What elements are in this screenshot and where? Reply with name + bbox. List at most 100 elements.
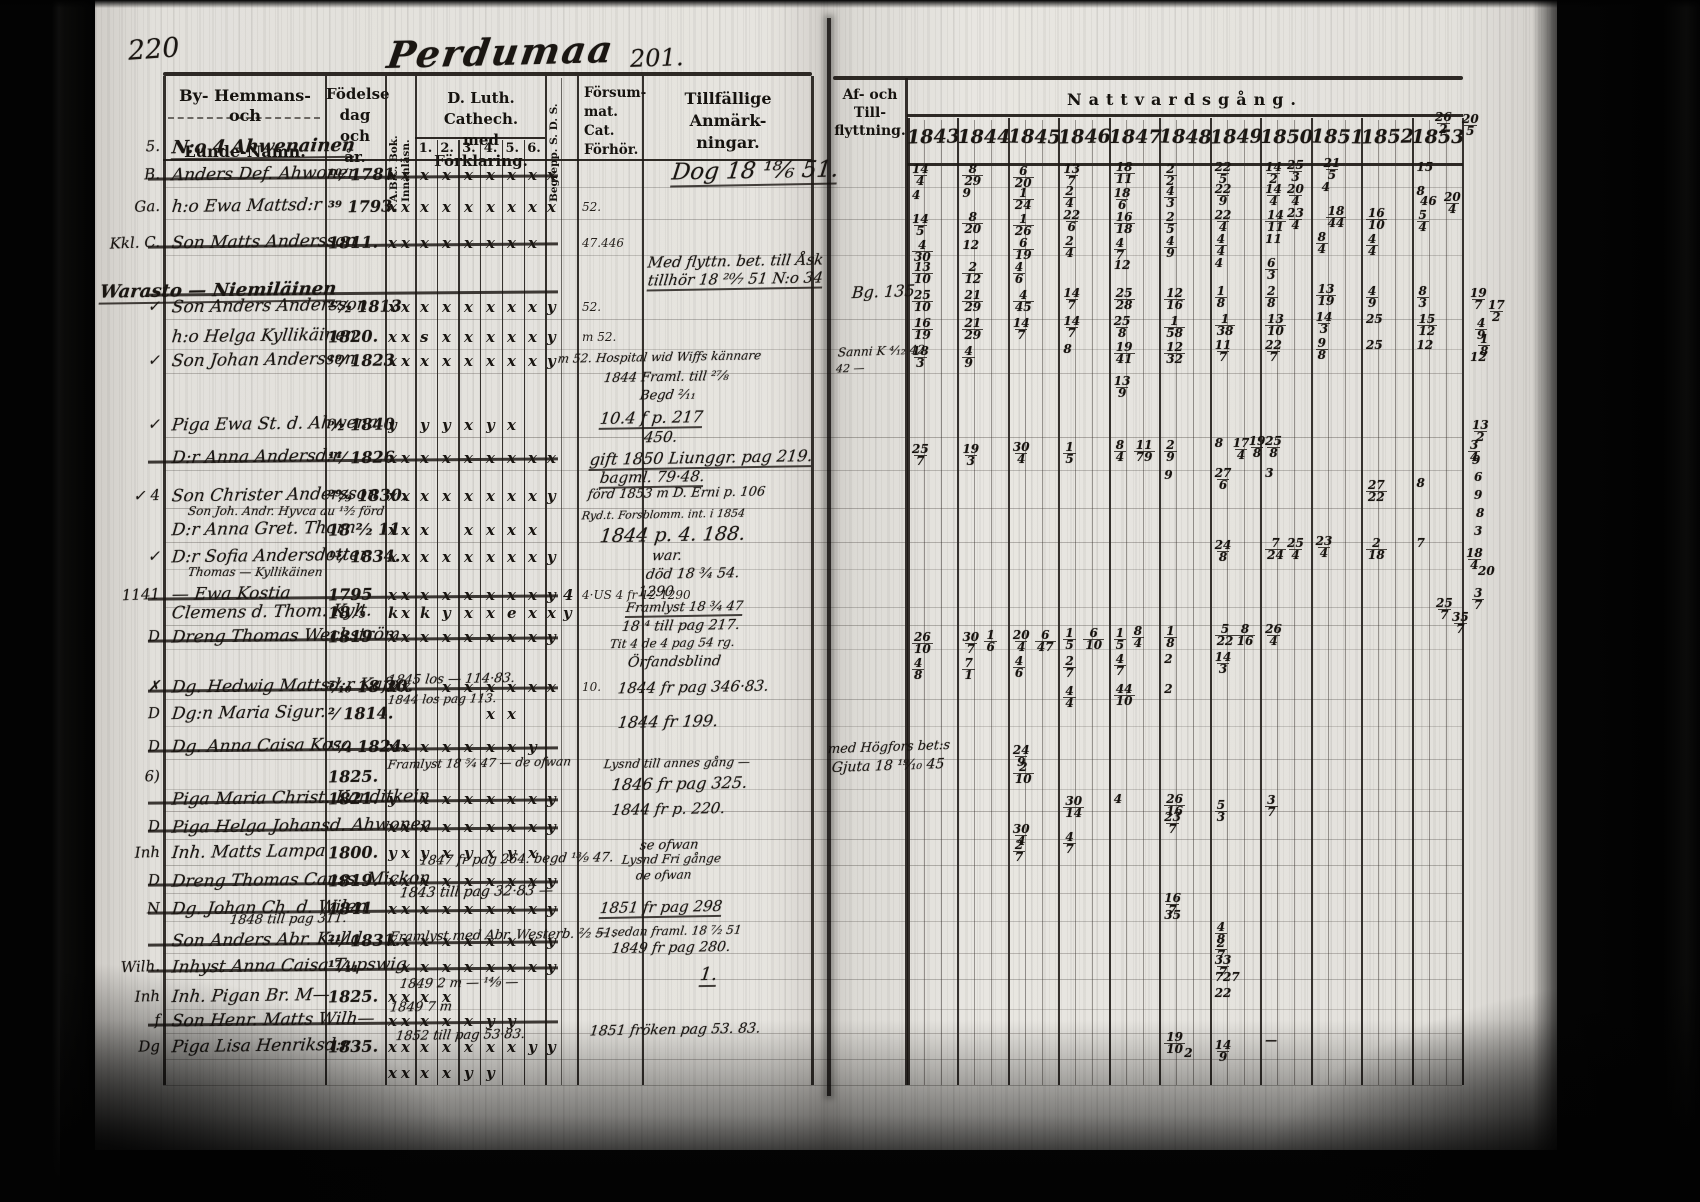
catechism-mark: x xyxy=(464,628,473,646)
frac-day: 12 xyxy=(1113,258,1131,272)
catechism-mark: x xyxy=(401,844,410,862)
frac-day: 20 xyxy=(1444,190,1461,204)
catechism-mark: x xyxy=(464,818,473,836)
frac-day: 8 xyxy=(1214,436,1224,450)
communion-date-mark: 6 10 xyxy=(1083,627,1105,651)
remark-note: Lysnd till annes gång — xyxy=(602,754,751,772)
catechism-subcol-label: 3. xyxy=(462,141,476,156)
frac-month: 6 xyxy=(1012,666,1026,680)
entry-name-secondary: Son Joh. Andr. Hyvca au ¹³⁄₂ förd xyxy=(187,504,386,518)
catechism-mark: x xyxy=(507,900,516,918)
frac-day: 4 xyxy=(918,238,927,252)
left-page-number: 220 xyxy=(126,32,181,67)
frac-day: 18 xyxy=(1115,160,1133,174)
communion-date-mark: 8 29 xyxy=(962,162,984,187)
entry-margin-note: Dg xyxy=(138,1036,161,1056)
frac-month: 2 xyxy=(1490,310,1503,324)
frac-day: — xyxy=(1265,1033,1278,1047)
catechism-mark: x xyxy=(420,166,429,184)
frac-day: 2 xyxy=(1166,210,1175,224)
row-rule-line xyxy=(163,508,1462,509)
left-border-streak xyxy=(52,0,66,1202)
remark-note: 1846 fr pag 325. xyxy=(610,772,749,795)
catechism-mark: x xyxy=(528,198,537,216)
catechism-mark: y xyxy=(547,818,556,836)
book-gutter-line xyxy=(827,18,831,1096)
remark-note: 10.4 f p. 217 xyxy=(598,407,705,430)
frac-day: 3 xyxy=(1474,586,1483,600)
frac-day: 14 xyxy=(912,162,929,176)
frac-month: 4 xyxy=(1015,640,1028,654)
communion-date-mark: 18 11 xyxy=(1113,160,1135,185)
communion-date-mark: 21 29 xyxy=(962,317,984,341)
communion-date-mark: 14 4 xyxy=(912,162,929,187)
catechism-mark: x xyxy=(528,586,537,604)
margin-mark: 17 2 xyxy=(1488,299,1505,324)
frac-month: 5 xyxy=(1325,168,1339,182)
frac-month: 8 xyxy=(1250,446,1264,460)
communion-date-mark: 6 47 xyxy=(1034,629,1056,653)
frac-month: 5 xyxy=(1216,172,1230,186)
year-column-line xyxy=(1058,118,1061,1085)
frac-day: 4 xyxy=(1019,288,1028,302)
frac-month: 4 xyxy=(1289,218,1302,232)
frac-month: 38 xyxy=(1214,324,1236,338)
row-rule-line xyxy=(163,865,1462,866)
frac-month: 4 xyxy=(1267,634,1280,648)
row-rule-line xyxy=(163,1059,1462,1060)
frac-day: 25 xyxy=(1436,596,1453,610)
communion-date-mark: 19 10 xyxy=(1164,1031,1185,1055)
frac-day: 9 xyxy=(1474,488,1483,502)
frac-day: 6 xyxy=(1474,470,1483,484)
frac-month: 4 xyxy=(1131,636,1145,650)
communion-date-mark: 22 xyxy=(1215,987,1232,999)
frac-month: 5 xyxy=(1063,638,1076,652)
entry-margin-note: D xyxy=(147,703,161,723)
catechism-mark: x xyxy=(507,198,516,216)
entry-birth-year: 1811. xyxy=(327,232,379,253)
catechism-mark: x xyxy=(442,958,451,976)
frac-month: 20 xyxy=(962,222,984,236)
communion-date-mark: 27 22 xyxy=(1366,479,1387,503)
row-rule-line xyxy=(163,470,1462,471)
entry-margin-note: Kkl. C. xyxy=(109,232,161,253)
catechism-mark: x xyxy=(507,521,516,539)
frac-month: 4 xyxy=(1113,450,1127,464)
years-bottom-rule xyxy=(907,163,1463,166)
catechism-mark: x xyxy=(464,328,473,346)
page-title-script: Perdumaa xyxy=(384,27,618,77)
frac-month: 45 xyxy=(1012,300,1034,314)
frac-day: 15 xyxy=(1418,312,1436,326)
frac-day: 2 xyxy=(1014,838,1024,852)
frac-day: 8 xyxy=(968,162,977,176)
catechism-mark: x xyxy=(528,298,537,316)
catechism-mark: y xyxy=(547,352,556,370)
frac-day: 4 xyxy=(1065,684,1074,698)
catechism-mark: x xyxy=(401,487,410,505)
catechism-mark: x xyxy=(507,628,516,646)
frac-day: 14 xyxy=(1265,160,1282,174)
catechism-mark: e xyxy=(507,604,517,622)
frac-month: 9 xyxy=(1115,386,1129,400)
catechism-mark: x xyxy=(464,416,473,434)
frac-day: 2 xyxy=(1216,936,1226,950)
catechism-mark: 4 xyxy=(563,586,574,604)
frac-day: 5 xyxy=(1220,622,1230,636)
catechism-mark: x xyxy=(442,628,451,646)
frac-month: 4 xyxy=(1267,194,1280,208)
frac-month: 8 xyxy=(1216,550,1230,564)
catechism-mark: x xyxy=(486,678,495,696)
entry-name: D:r Anna Andersd:r xyxy=(170,445,342,469)
frac-day: 8 xyxy=(1133,624,1143,638)
catechism-mark: x xyxy=(420,790,429,808)
frac-day: 4 xyxy=(964,344,973,358)
entry-birth-year: 1825. xyxy=(327,766,379,787)
communion-year-label: 1852 xyxy=(1360,125,1415,149)
catechism-mark: x xyxy=(401,449,410,467)
frac-day: 4 xyxy=(1014,654,1024,668)
entry-birth-year: 1820. xyxy=(327,326,379,347)
moving-header-line2: flyttning. xyxy=(834,123,906,139)
frac-month: 5 xyxy=(1113,638,1127,652)
